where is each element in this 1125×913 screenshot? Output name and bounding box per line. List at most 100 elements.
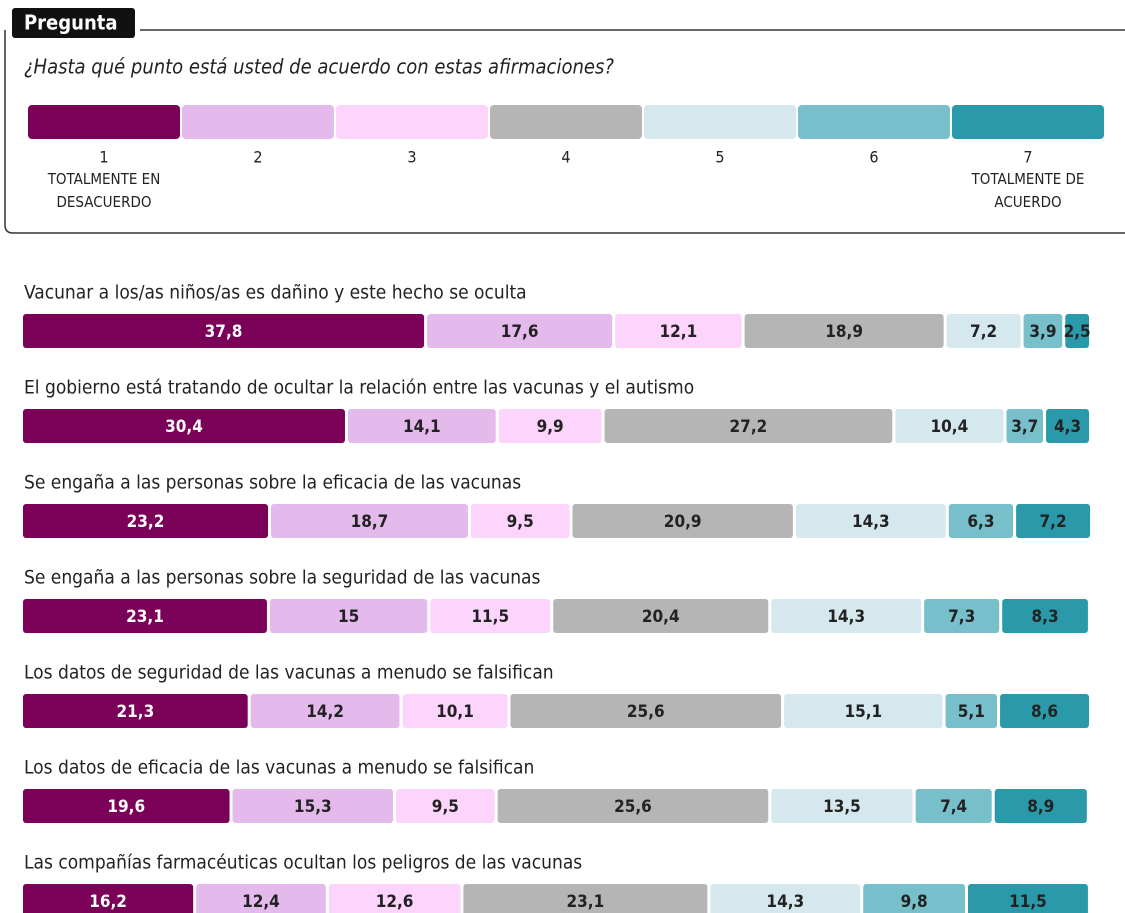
legend-swatch (798, 105, 950, 139)
legend-label: 4 (561, 148, 570, 167)
value-label: 12,6 (376, 892, 414, 912)
value-label: 12,1 (660, 322, 698, 342)
bar-segment (470, 504, 570, 538)
bar-segment (232, 789, 394, 823)
legend-swatch (28, 105, 180, 139)
bar-segment (23, 599, 267, 633)
value-label: 15,1 (844, 702, 882, 722)
bar-segment (994, 789, 1087, 823)
bar-segment (269, 599, 428, 633)
legend-label: 1 (99, 148, 108, 167)
value-label: 16,2 (89, 892, 127, 912)
value-label: 25,6 (614, 797, 652, 817)
value-label: 21,3 (116, 702, 154, 722)
value-label: 11,5 (471, 607, 509, 627)
chart-subtitle: ¿Hasta qué punto está usted de acuerdo c… (24, 55, 614, 79)
legend-swatch (336, 105, 488, 139)
bar-segment (23, 409, 345, 443)
bar-segment (946, 314, 1021, 348)
bar-segment (196, 884, 326, 913)
bar-segment (328, 884, 461, 913)
value-label: 23,2 (127, 512, 165, 532)
legend-scale-text: TOTALMENTE EN DESACUERDO (47, 170, 161, 211)
category-label: Los datos de eficacia de las vacunas a m… (24, 757, 534, 779)
value-label: 18,7 (351, 512, 389, 532)
value-label: 20,4 (642, 607, 680, 627)
value-label: 6,3 (967, 512, 994, 532)
bar-segment (863, 884, 965, 913)
value-label: 23,1 (567, 892, 605, 912)
value-label: 8,3 (1032, 607, 1059, 627)
bar-segment (347, 409, 496, 443)
category-label: Las compañías farmacéuticas ocultan los … (24, 852, 582, 874)
value-label: 4,3 (1054, 417, 1081, 437)
legend-scale-text: TOTALMENTE DE ACUERDO (971, 170, 1085, 211)
value-label: 25,6 (627, 702, 665, 722)
value-label: 7,3 (948, 607, 975, 627)
bar-segment (396, 789, 495, 823)
legend-label: 5 (715, 148, 724, 167)
header-box (4, 30, 1125, 234)
bar-segment (572, 504, 793, 538)
value-label: 8,9 (1027, 797, 1054, 817)
value-label: 10,1 (436, 702, 474, 722)
bar-segment (744, 314, 944, 348)
value-label: 7,4 (940, 797, 967, 817)
legend-label: 6 (869, 148, 878, 167)
bar-segment (795, 504, 946, 538)
bar-segment (1002, 599, 1088, 633)
value-label: 7,2 (970, 322, 997, 342)
bar-segment (250, 694, 400, 728)
bar-segment (615, 314, 742, 348)
value-label: 9,9 (537, 417, 564, 437)
bar-segment (498, 409, 602, 443)
category-label: Vacunar a los/as niños/as es dañino y es… (24, 282, 527, 304)
value-label: 17,6 (501, 322, 539, 342)
value-label: 14,2 (306, 702, 344, 722)
category-label: Se engaña a las personas sobre la eficac… (24, 472, 521, 494)
value-label: 3,7 (1011, 417, 1038, 437)
value-label: 27,2 (730, 417, 768, 437)
legend-scale-label: TOTALMENTE DE ACUERDO (971, 170, 1085, 211)
bar-segment (784, 694, 943, 728)
bar-segment (23, 314, 425, 348)
bar-segment (1006, 409, 1044, 443)
bar-segment (553, 599, 769, 633)
bar-segment (430, 599, 551, 633)
chart-title: Pregunta (24, 11, 118, 35)
category-label: El gobierno está tratando de ocultar la … (24, 377, 694, 399)
value-label: 11,5 (1009, 892, 1047, 912)
legend-label: 7 (1023, 148, 1032, 167)
value-label: 8,6 (1031, 702, 1058, 722)
value-label: 37,8 (205, 322, 243, 342)
legend-swatch (490, 105, 642, 139)
value-label: 14,3 (827, 607, 865, 627)
bar-segment (1046, 409, 1089, 443)
bar-segment (948, 504, 1014, 538)
value-label: 14,3 (766, 892, 804, 912)
bar-segment (1065, 314, 1089, 348)
value-label: 19,6 (107, 797, 145, 817)
bar-segment (463, 884, 708, 913)
header-tag (12, 8, 135, 38)
bar-segment (604, 409, 893, 443)
legend-swatch (644, 105, 796, 139)
bar-segment (1023, 314, 1063, 348)
bar-segment (23, 504, 269, 538)
bar-segment (1016, 504, 1091, 538)
value-label: 10,4 (931, 417, 969, 437)
value-label: 18,9 (825, 322, 863, 342)
bar-segment (1000, 694, 1089, 728)
bar-segment (771, 599, 922, 633)
value-label: 15,3 (294, 797, 332, 817)
value-label: 9,5 (507, 512, 534, 532)
bar-segment (967, 884, 1088, 913)
bar-segment (915, 789, 992, 823)
value-label: 7,2 (1040, 512, 1067, 532)
bar-segment (945, 694, 998, 728)
value-label: 13,5 (823, 797, 861, 817)
value-label: 14,1 (403, 417, 441, 437)
bar-segment (23, 884, 194, 913)
